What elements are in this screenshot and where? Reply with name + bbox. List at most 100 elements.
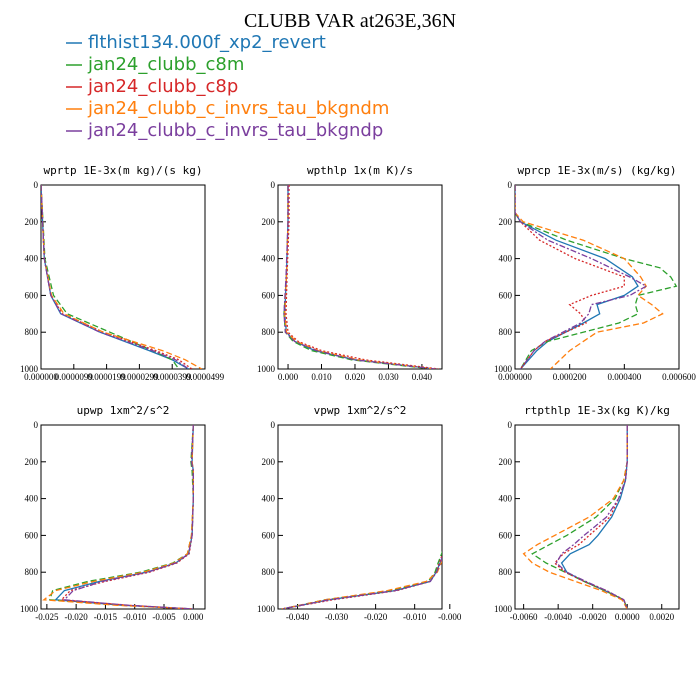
plot-frame bbox=[514, 184, 680, 370]
series-line-3 bbox=[553, 425, 628, 609]
y-tick-label: 200 bbox=[262, 457, 276, 467]
series-line-3 bbox=[515, 185, 625, 369]
x-tick-label: -0.020 bbox=[364, 612, 388, 622]
y-tick-label: 800 bbox=[25, 327, 39, 337]
legend-entry: jan24_clubb_c_invrs_tau_bkgndm bbox=[66, 98, 389, 119]
y-tick-label: 200 bbox=[262, 217, 276, 227]
series-line-5 bbox=[555, 425, 628, 609]
series-line-4 bbox=[284, 185, 436, 369]
x-tick-label: 0.000000 bbox=[24, 372, 58, 382]
panel-title: wpthlp 1x(m K)/s bbox=[307, 164, 413, 177]
panel-title: wprcp 1E-3x(m/s) (kg/kg) bbox=[518, 164, 677, 177]
series-line-1 bbox=[41, 185, 189, 369]
series-line-5 bbox=[41, 185, 189, 369]
x-tick-label: -0.015 bbox=[94, 612, 118, 622]
series-line-5 bbox=[283, 185, 436, 369]
y-tick-label: 600 bbox=[499, 290, 513, 300]
legend-entry: jan24_clubb_c8m bbox=[66, 54, 244, 75]
plot-frame bbox=[40, 424, 206, 610]
series-line-5 bbox=[62, 425, 194, 609]
y-tick-label: 400 bbox=[499, 494, 513, 504]
series-line-4 bbox=[42, 425, 194, 609]
series-line-5 bbox=[515, 185, 648, 369]
legend-label: jan24_clubb_c8p bbox=[87, 76, 238, 97]
legend-entry: jan24_clubb_c8p bbox=[66, 76, 238, 97]
y-tick-label: 200 bbox=[25, 457, 39, 467]
plot-frame bbox=[277, 424, 443, 610]
y-tick-label: 0 bbox=[508, 180, 513, 190]
x-tick-label: -0.030 bbox=[325, 612, 349, 622]
y-tick-label: 1000 bbox=[257, 364, 276, 374]
y-tick-label: 600 bbox=[25, 530, 39, 540]
y-tick-label: 800 bbox=[262, 567, 276, 577]
y-tick-label: 0 bbox=[34, 180, 39, 190]
panel-grid: wprtp 1E-3x(m kg)/(s kg) 0 200 400 600 800 100… bbox=[20, 164, 696, 622]
series-line-1 bbox=[54, 425, 194, 609]
x-tick-label: -0.0040 bbox=[544, 612, 572, 622]
chart-panel: wprcp 1E-3x(m/s) (kg/kg) 0 200 400 600 800 100… bbox=[494, 164, 696, 382]
series-line-3 bbox=[41, 185, 193, 369]
y-tick-label: 400 bbox=[499, 254, 513, 264]
y-tick-label: 400 bbox=[262, 494, 276, 504]
y-tick-label: 0 bbox=[271, 420, 276, 430]
chart-panel: upwp 1xm^2/s^2 0 200 400 600 800 1000-0.025 -0.… bbox=[20, 404, 206, 622]
x-tick-label: 0.0000099 bbox=[55, 372, 94, 382]
x-tick-label: 0.0000199 bbox=[87, 372, 126, 382]
chart-panel: rtpthlp 1E-3x(kg K)/kg02004006008001000-… bbox=[494, 404, 680, 622]
y-tick-label: 600 bbox=[262, 290, 276, 300]
x-tick-label: 0.0000499 bbox=[186, 372, 225, 382]
plot-frame bbox=[40, 184, 206, 370]
series-line-2 bbox=[515, 185, 678, 369]
y-tick-label: 0 bbox=[508, 420, 513, 430]
y-tick-label: 1000 bbox=[20, 604, 39, 614]
legend-label: jan24_clubb_c_invrs_tau_bkgndp bbox=[87, 120, 383, 141]
series-line-4 bbox=[41, 185, 203, 369]
series-line-4 bbox=[522, 425, 628, 609]
series-line-2 bbox=[531, 425, 628, 609]
x-tick-label: 0.030 bbox=[378, 372, 399, 382]
y-tick-label: 200 bbox=[499, 217, 513, 227]
y-tick-label: 0 bbox=[34, 420, 39, 430]
chart-panel: vpwp 1xm^2/s^2 0 200 400 600 800 1000 -0.040 -0.… bbox=[257, 404, 462, 622]
y-tick-label: 400 bbox=[25, 254, 39, 264]
panel-title: vpwp 1xm^2/s^2 bbox=[314, 404, 407, 417]
legend-label: jan24_clubb_c_invrs_tau_bkgndm bbox=[87, 98, 389, 119]
series-line-2 bbox=[281, 550, 442, 609]
legend-label: jan24_clubb_c8m bbox=[87, 54, 244, 75]
legend-entry: jan24_clubb_c_invrs_tau_bkgndp bbox=[66, 120, 383, 141]
x-tick-label: 0.000 bbox=[278, 372, 299, 382]
plot-frame bbox=[277, 184, 443, 370]
x-tick-label: 0.000400 bbox=[607, 372, 641, 382]
x-tick-label: 0.040 bbox=[412, 372, 433, 382]
panel-title: wprtp 1E-3x(m kg)/(s kg) bbox=[44, 164, 203, 177]
x-tick-label: -0.005 bbox=[152, 612, 176, 622]
series-line-3 bbox=[281, 553, 442, 609]
series-line-2 bbox=[41, 185, 180, 369]
x-tick-label: -0.000 bbox=[438, 612, 462, 622]
plot-frame bbox=[514, 424, 680, 610]
y-tick-label: 200 bbox=[499, 457, 513, 467]
y-tick-label: 1000 bbox=[257, 604, 276, 614]
x-tick-label: -0.010 bbox=[123, 612, 147, 622]
x-tick-label: 0.000 bbox=[183, 612, 204, 622]
legend-label: flthist134.000f_xp2_revert bbox=[88, 32, 326, 53]
series-line-2 bbox=[48, 425, 194, 609]
y-tick-label: 1000 bbox=[494, 364, 513, 374]
x-tick-label: -0.040 bbox=[286, 612, 310, 622]
y-tick-label: 800 bbox=[262, 327, 276, 337]
x-tick-label: -0.025 bbox=[35, 612, 59, 622]
panel-title: rtpthlp 1E-3x(kg K)/kg bbox=[524, 404, 670, 417]
x-tick-label: 0.0020 bbox=[649, 612, 674, 622]
legend-entry: flthist134.000f_xp2_revert bbox=[66, 32, 326, 53]
x-tick-label: -0.0020 bbox=[579, 612, 607, 622]
chart-panel: wprtp 1E-3x(m kg)/(s kg) 0 200 400 600 800 100… bbox=[20, 164, 225, 382]
x-tick-label: 0.0000 bbox=[615, 612, 640, 622]
series-line-1 bbox=[515, 185, 639, 369]
y-tick-label: 400 bbox=[262, 254, 276, 264]
series-line-3 bbox=[60, 425, 194, 609]
y-tick-label: 1000 bbox=[494, 604, 513, 614]
x-tick-label: 0.000600 bbox=[662, 372, 696, 382]
x-tick-label: 0.020 bbox=[345, 372, 366, 382]
y-tick-label: 600 bbox=[25, 290, 39, 300]
